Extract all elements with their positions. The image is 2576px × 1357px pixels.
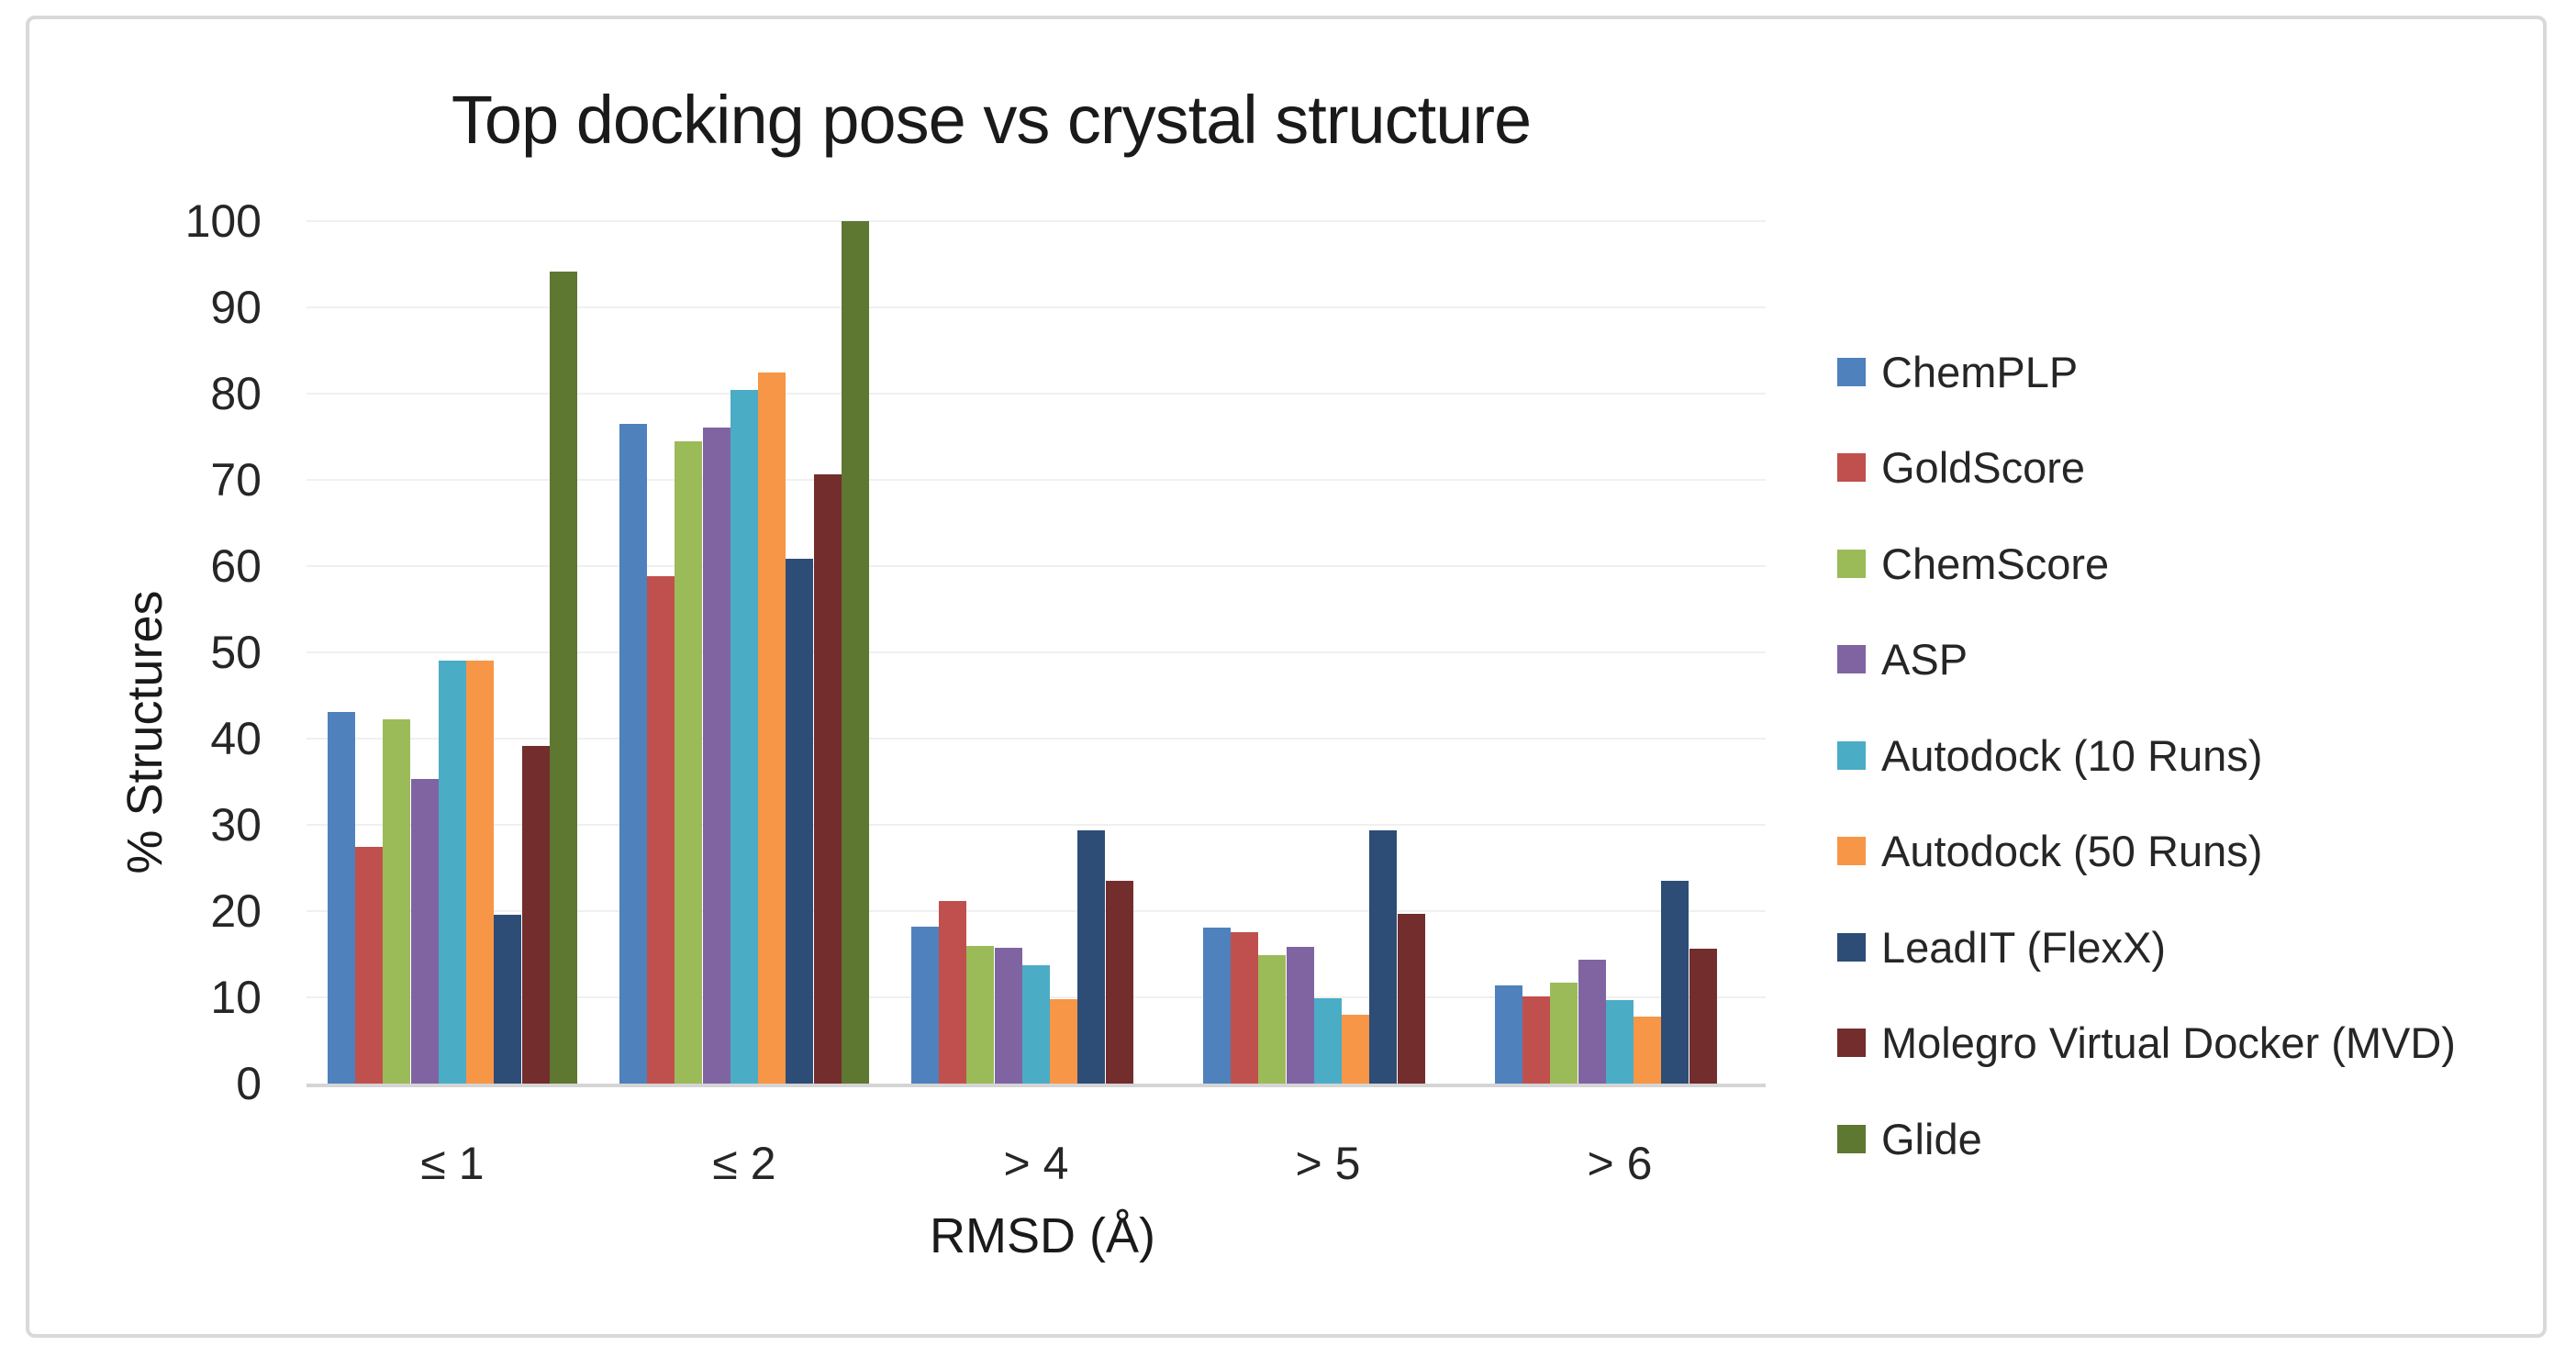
bar-chemplp-cat4 — [1494, 984, 1522, 1084]
bar-molegro-virtual-docker-mvd-cat3 — [1397, 913, 1425, 1084]
legend-swatch — [1837, 549, 1866, 578]
bar-goldscore-cat2 — [939, 900, 966, 1084]
legend-swatch — [1837, 645, 1866, 673]
bar-leadit-flexx-cat1 — [786, 559, 814, 1084]
bar-chemscore-cat2 — [966, 945, 995, 1084]
legend-label: Glide — [1881, 1114, 1982, 1163]
bar-autodock-10-runs-cat0 — [438, 661, 466, 1084]
legend-item-glide: Glide — [1837, 1113, 1982, 1164]
bar-autodock-10-runs-cat1 — [730, 390, 758, 1084]
legend-item-leadit-flexx: LeadIT (FlexX) — [1837, 921, 2166, 973]
legend-label: ASP — [1881, 635, 1968, 684]
bar-leadit-flexx-cat3 — [1369, 829, 1398, 1084]
bar-asp-cat0 — [410, 779, 439, 1084]
bar-molegro-virtual-docker-mvd-cat0 — [521, 745, 550, 1084]
legend-item-autodock-10-runs: Autodock (10 Runs) — [1837, 729, 2262, 781]
bar-chemplp-cat3 — [1202, 927, 1231, 1084]
bar-molegro-virtual-docker-mvd-cat1 — [813, 474, 842, 1084]
legend-swatch — [1837, 1124, 1866, 1153]
bar-chemplp-cat2 — [910, 926, 939, 1084]
chart-title: Top docking pose vs crystal structure — [451, 82, 1532, 158]
legend-label: ChemScore — [1881, 539, 2110, 588]
bar-goldscore-cat0 — [355, 846, 383, 1084]
y-tick-label-100: 100 — [184, 195, 262, 247]
legend-swatch — [1837, 837, 1866, 865]
legend-item-asp: ASP — [1837, 634, 1968, 685]
gridline — [307, 738, 1766, 740]
bar-glide-cat0 — [550, 272, 577, 1084]
bar-glide-cat1 — [842, 221, 869, 1084]
y-tick-label-10: 10 — [210, 972, 262, 1023]
bar-autodock-50-runs-cat3 — [1342, 1014, 1370, 1084]
y-tick-label-20: 20 — [210, 885, 262, 937]
y-tick-label-50: 50 — [210, 627, 262, 678]
gridline — [307, 824, 1766, 826]
bar-autodock-50-runs-cat1 — [758, 373, 786, 1084]
x-category-label-1: ≤ 2 — [712, 1138, 776, 1189]
gridline — [307, 565, 1766, 567]
x-category-label-2: > 4 — [1003, 1138, 1069, 1189]
y-tick-label-40: 40 — [210, 713, 262, 764]
bar-chemscore-cat0 — [383, 719, 411, 1084]
bar-molegro-virtual-docker-mvd-cat4 — [1689, 949, 1717, 1084]
legend-swatch — [1837, 1029, 1866, 1057]
legend-item-chemscore: ChemScore — [1837, 538, 2109, 589]
bar-chemscore-cat1 — [675, 440, 703, 1084]
bar-goldscore-cat4 — [1522, 996, 1550, 1084]
x-axis-line — [307, 1084, 1766, 1087]
gridline — [307, 910, 1766, 912]
legend-item-autodock-50-runs: Autodock (50 Runs) — [1837, 826, 2262, 877]
bar-chemplp-cat0 — [327, 711, 355, 1084]
gridline — [307, 651, 1766, 653]
bar-goldscore-cat1 — [647, 576, 675, 1084]
bar-chemplp-cat1 — [619, 423, 647, 1084]
bar-chemscore-cat4 — [1550, 983, 1578, 1084]
bar-autodock-50-runs-cat2 — [1050, 998, 1078, 1084]
x-category-label-0: ≤ 1 — [420, 1138, 485, 1189]
y-tick-label-60: 60 — [210, 540, 262, 592]
legend-label: LeadIT (FlexX) — [1881, 922, 2166, 972]
bar-molegro-virtual-docker-mvd-cat2 — [1105, 881, 1133, 1084]
bar-autodock-50-runs-cat4 — [1634, 1016, 1662, 1084]
y-tick-label-80: 80 — [210, 368, 262, 419]
legend-label: Molegro Virtual Docker (MVD) — [1881, 1018, 2456, 1067]
bar-asp-cat1 — [702, 427, 730, 1084]
gridline — [307, 220, 1766, 222]
gridline — [307, 393, 1766, 395]
bar-leadit-flexx-cat4 — [1661, 881, 1689, 1084]
legend-item-chemplp: ChemPLP — [1837, 346, 2078, 397]
bar-asp-cat4 — [1578, 959, 1606, 1084]
legend-label: Autodock (50 Runs) — [1881, 827, 2263, 875]
legend-label: ChemPLP — [1881, 347, 2079, 396]
bar-autodock-10-runs-cat2 — [1021, 965, 1050, 1084]
bar-goldscore-cat3 — [1231, 931, 1258, 1084]
y-tick-label-90: 90 — [210, 282, 262, 333]
legend-label: Autodock (10 Runs) — [1881, 730, 2263, 780]
chart-border — [26, 16, 2547, 1338]
y-tick-label-30: 30 — [210, 799, 262, 851]
x-axis-title: RMSD (Å) — [930, 1208, 1155, 1263]
y-tick-label-70: 70 — [210, 454, 262, 506]
legend-swatch — [1837, 357, 1866, 386]
legend-swatch — [1837, 932, 1866, 962]
legend-label: GoldScore — [1881, 443, 2086, 492]
bar-autodock-10-runs-cat4 — [1605, 999, 1634, 1084]
bar-asp-cat2 — [994, 948, 1022, 1084]
bar-autodock-10-runs-cat3 — [1313, 997, 1342, 1084]
legend-item-goldscore: GoldScore — [1837, 442, 2085, 494]
bar-asp-cat3 — [1286, 947, 1314, 1084]
x-category-label-4: > 6 — [1587, 1138, 1653, 1189]
legend-item-molegro-virtual-docker-mvd: Molegro Virtual Docker (MVD) — [1837, 1018, 2456, 1069]
y-tick-label-0: 0 — [236, 1058, 262, 1109]
gridline — [307, 306, 1766, 308]
bar-chemscore-cat3 — [1258, 954, 1287, 1084]
x-category-label-3: > 5 — [1295, 1138, 1361, 1189]
bar-autodock-50-runs-cat0 — [466, 661, 495, 1084]
bar-leadit-flexx-cat0 — [494, 914, 522, 1084]
bar-leadit-flexx-cat2 — [1077, 829, 1106, 1084]
legend-swatch — [1837, 740, 1866, 770]
legend-swatch — [1837, 453, 1866, 482]
gridline — [307, 479, 1766, 481]
